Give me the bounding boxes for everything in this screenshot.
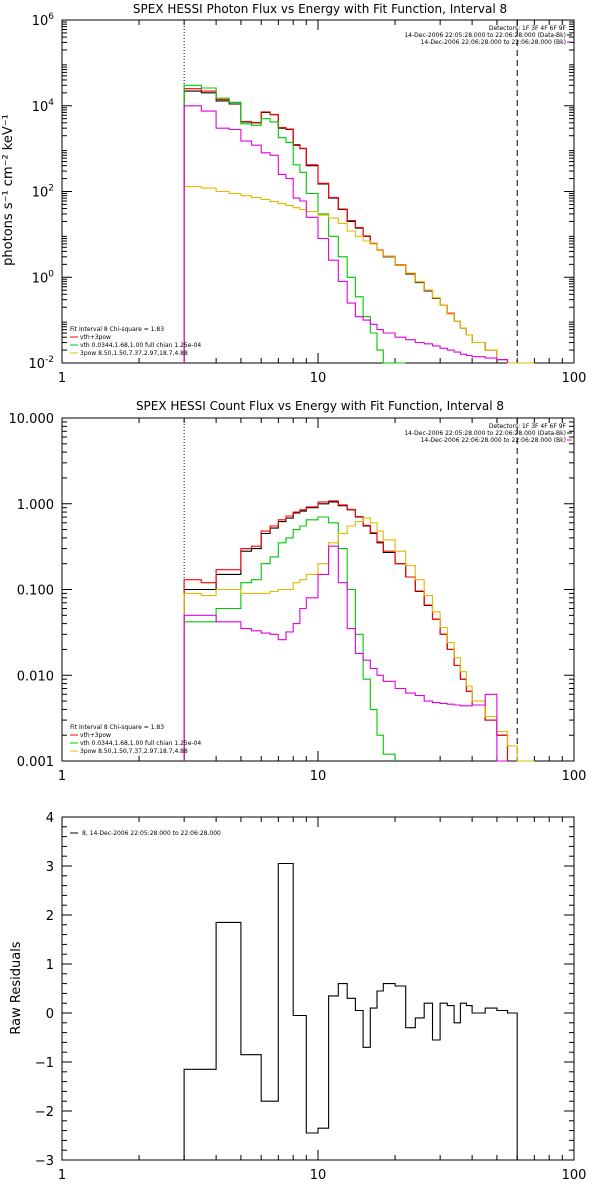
y-tick-label: 2 [46, 909, 54, 924]
y-tick-label: 3 [46, 860, 54, 875]
x-tick-label: 10 [310, 1168, 327, 1183]
x-tick-label: 100 [562, 371, 587, 386]
y-tick-label: 10-2 [28, 355, 54, 372]
legend-top-text: 14-Dec-2006 22:06:28.000 to 22:06:28.000… [421, 437, 566, 444]
count-flux-panel: SPEX HESSI Count Flux vs Energy with Fit… [9, 399, 587, 784]
legend-bottom-text: Fit Interval 8 Chi-square = 1.83 [70, 724, 164, 731]
legend-bottom-text: vth+3pow [80, 732, 111, 739]
y-tick-label: 0.100 [17, 584, 54, 599]
y-tick-label: 1 [46, 958, 54, 973]
y-tick-label: 106 [32, 12, 55, 29]
series-0-histogram [183, 501, 509, 761]
count-flux-title: SPEX HESSI Count Flux vs Energy with Fit… [136, 399, 504, 413]
legend-top-text: 14-Dec-2006 22:05:28.000 to 22:06:28.000… [404, 32, 566, 39]
x-tick-label: 1 [58, 1168, 66, 1183]
y-tick-label: 1.000 [17, 498, 54, 513]
y-tick-label: −2 [35, 1105, 54, 1120]
x-tick-label: 100 [562, 769, 587, 784]
legend-bottom-text: 3pow 8.50,1.50,7.37,2.97,18.7,4.88 [80, 748, 188, 755]
legend-top-text: 14-Dec-2006 22:05:28.000 to 22:06:28.000… [404, 430, 566, 437]
y-tick-label: 100 [32, 269, 55, 286]
legend-top-text: 14-Dec-2006 22:06:28.000 to 22:06:28.000… [421, 39, 566, 46]
legend-bottom-text: 3pow 8.50,1.50,7.37,2.97,18.7,4.88 [80, 350, 188, 357]
y-tick-label: 0.010 [17, 669, 54, 684]
series-0-histogram [183, 90, 509, 363]
photon-flux-plot-frame [61, 19, 575, 364]
legend-bottom-text: Fit Interval 8 Chi-square = 1.83 [70, 326, 164, 333]
photon-flux-panel: SPEX HESSI Photon Flux vs Energy with Fi… [1, 2, 586, 386]
series-3-histogram [183, 517, 535, 762]
residuals-plot-frame [61, 816, 575, 1161]
series-2-histogram [183, 516, 396, 761]
legend-top-text: Detectors: 1F 3F 4F 6F 9F [489, 423, 567, 430]
y-tick-label: 0 [46, 1007, 54, 1022]
residuals-ylabel: Raw Residuals [9, 941, 24, 1034]
x-tick-label: 100 [562, 1168, 587, 1183]
legend-bottom-text: vth 0.0344,1.68,1.00 full chian 1.25e-04 [80, 740, 201, 747]
legend-top-text: Detectors: 1F 3F 4F 6F 9F [489, 25, 567, 32]
legend-text: 8, 14-Dec-2006 22:05:28.000 to 22:06:28.… [82, 830, 221, 837]
x-tick-label: 10 [310, 371, 327, 386]
x-tick-label: 1 [58, 769, 66, 784]
photon-flux-ylabel: photons s⁻¹ cm⁻² keV⁻¹ [1, 114, 16, 266]
series-2-histogram [183, 84, 406, 364]
x-tick-label: 10 [310, 769, 327, 784]
series-1-histogram [183, 500, 509, 761]
y-tick-label: 10.000 [9, 412, 55, 427]
y-tick-label: −1 [35, 1056, 54, 1071]
x-tick-label: 1 [58, 371, 66, 386]
photon-flux-title: SPEX HESSI Photon Flux vs Energy with Fi… [133, 2, 507, 16]
y-tick-label: 104 [32, 98, 55, 115]
y-tick-label: 102 [32, 184, 54, 201]
legend-bottom-text: vth 0.0344,1.68,1.00 full chian 1.25e-04 [80, 342, 201, 349]
series-3-histogram [183, 186, 535, 364]
y-tick-label: −3 [35, 1154, 54, 1169]
y-tick-label: 0.001 [17, 755, 54, 770]
y-tick-label: 4 [46, 811, 54, 826]
legend-bottom-text: vth+3pow [80, 334, 111, 341]
series-4-histogram [183, 105, 509, 363]
series-4-histogram [183, 545, 508, 762]
series-0-histogram [183, 862, 518, 1160]
